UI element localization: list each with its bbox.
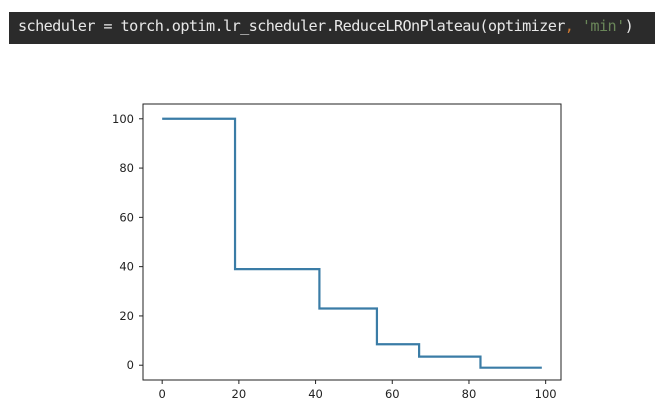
series-line xyxy=(162,117,542,369)
x-tick-label: 80 xyxy=(462,387,477,401)
code-statement: scheduler = torch.optim.lr_scheduler.Red… xyxy=(18,17,565,35)
code-line: scheduler = torch.optim.lr_scheduler.Red… xyxy=(9,12,655,44)
axis-ticks: 0 20 40 60 80 100 0 20 40 60 80 100 xyxy=(112,112,557,401)
y-tick-label: 60 xyxy=(119,210,134,224)
x-tick-label: 60 xyxy=(385,387,400,401)
y-tick-label: 100 xyxy=(112,112,134,126)
code-string-arg: 'min' xyxy=(581,17,625,35)
y-tick-label: 20 xyxy=(119,309,134,323)
code-close-paren: ) xyxy=(624,17,634,35)
x-tick-label: 0 xyxy=(159,387,166,401)
x-tick-label: 40 xyxy=(308,387,323,401)
y-tick-label: 80 xyxy=(119,161,134,175)
x-tick-label: 20 xyxy=(232,387,247,401)
plot-area xyxy=(142,103,562,381)
x-tick-label: 100 xyxy=(535,387,557,401)
y-tick-label: 0 xyxy=(127,358,134,372)
code-comma: , xyxy=(564,17,574,35)
y-tick-label: 40 xyxy=(119,260,134,274)
